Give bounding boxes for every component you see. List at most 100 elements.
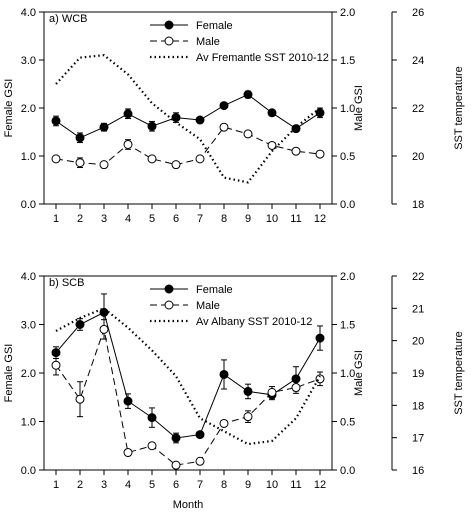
- data-point: [75, 158, 85, 168]
- y-left-tick-label: 3.0: [21, 55, 36, 67]
- x-tick-label: 8: [221, 479, 227, 491]
- legend-marker: [164, 36, 174, 46]
- y-third-tick-label: 24: [412, 55, 424, 67]
- data-point: [219, 369, 229, 379]
- data-point: [315, 108, 325, 118]
- y-right-axis-title: Male GSI: [353, 85, 365, 131]
- data-point: [267, 387, 277, 397]
- data-point: [195, 115, 205, 125]
- y-right-axis-title: Male GSI: [353, 350, 365, 396]
- y-left-axis-title: Female GSI: [3, 79, 15, 138]
- data-point: [219, 418, 229, 428]
- x-tick-label: 1: [53, 479, 59, 491]
- y-third-tick-label: 21: [412, 303, 424, 315]
- data-point: [171, 433, 181, 443]
- x-tick-label: 6: [173, 479, 179, 491]
- data-point: [51, 154, 61, 164]
- x-tick-label: 5: [149, 213, 155, 225]
- data-point: [171, 460, 181, 470]
- y-third-tick-label: 22: [412, 271, 424, 283]
- y-third-tick-label: 16: [412, 465, 424, 477]
- y-right-tick-label: 0.0: [340, 465, 355, 477]
- data-point: [75, 320, 85, 329]
- data-point: [51, 116, 61, 126]
- data-point: [291, 146, 301, 156]
- legend-marker: [164, 284, 174, 294]
- panel-title: b) SCB: [49, 277, 84, 289]
- legend-marker: [164, 300, 174, 310]
- y-third-axis-title: SST temperature: [453, 66, 465, 150]
- data-point: [315, 149, 325, 159]
- y-right-tick-label: 1.0: [340, 368, 355, 380]
- x-tick-label: 11: [290, 213, 301, 225]
- data-point: [267, 140, 277, 150]
- data-point: [123, 448, 133, 458]
- data-point: [147, 441, 157, 451]
- data-point: [75, 394, 85, 404]
- y-right-tick-label: 0.5: [340, 151, 355, 163]
- legend-label: Female: [196, 20, 233, 32]
- data-point: [315, 333, 325, 343]
- x-tick-label: 11: [290, 479, 301, 491]
- data-point: [219, 122, 229, 132]
- x-tick-label: 3: [101, 479, 107, 491]
- y-left-tick-label: 1.0: [21, 417, 36, 429]
- data-point: [243, 412, 253, 422]
- data-point: [51, 360, 61, 370]
- y-third-tick-label: 26: [412, 7, 424, 19]
- x-tick-label: 9: [245, 213, 251, 225]
- data-point: [123, 396, 133, 406]
- x-tick-label: 8: [221, 213, 227, 225]
- x-tick-label: 6: [173, 213, 179, 225]
- x-axis-title: Month: [173, 499, 204, 511]
- legend-label: Av Albany SST 2010-12: [196, 316, 312, 328]
- data-point: [171, 160, 181, 170]
- y-left-tick-label: 4.0: [21, 7, 36, 19]
- x-tick-label: 4: [125, 213, 131, 225]
- legend-label: Av Fremantle SST 2010-12: [196, 52, 329, 64]
- y-right-tick-label: 0.5: [340, 417, 355, 429]
- x-tick-label: 5: [149, 479, 155, 491]
- data-point: [243, 90, 253, 100]
- series-line-0: [55, 311, 321, 439]
- series-line-1: [55, 126, 321, 166]
- data-point: [99, 160, 109, 170]
- x-tick-label: 4: [125, 479, 131, 491]
- data-point: [315, 374, 325, 384]
- x-tick-label: 7: [197, 479, 203, 491]
- data-point: [195, 430, 205, 440]
- legend-marker: [164, 20, 174, 30]
- data-point: [75, 133, 85, 143]
- panel-title: a) WCB: [49, 13, 88, 25]
- legend-label: Female: [196, 284, 233, 296]
- x-tick-label: 2: [77, 479, 83, 491]
- y-right-tick-label: 1.5: [340, 320, 355, 332]
- y-third-tick-label: 20: [412, 151, 424, 163]
- y-third-axis-title: SST temperature: [453, 331, 465, 415]
- x-tick-label: 1: [53, 213, 59, 225]
- series-line-2: [55, 307, 321, 446]
- x-tick-label: 10: [266, 479, 278, 491]
- series-line-1: [55, 327, 321, 466]
- y-third-tick-label: 18: [412, 199, 424, 211]
- y-third-tick-label: 17: [412, 433, 424, 445]
- y-left-tick-label: 0.0: [21, 465, 36, 477]
- series-line-0: [55, 94, 321, 139]
- y-right-tick-label: 0.0: [340, 199, 355, 211]
- legend-label: Male: [196, 36, 220, 48]
- y-left-tick-label: 4.0: [21, 271, 36, 283]
- y-left-tick-label: 2.0: [21, 103, 36, 115]
- legend-label: Male: [196, 300, 220, 312]
- y-third-tick-label: 22: [412, 103, 424, 115]
- x-tick-label: 9: [245, 479, 251, 491]
- y-left-tick-label: 3.0: [21, 320, 36, 332]
- series-line-2: [55, 54, 321, 184]
- data-point: [267, 108, 277, 118]
- x-tick-label: 12: [314, 213, 326, 225]
- y-third-tick-label: 20: [412, 336, 424, 348]
- x-tick-label: 3: [101, 213, 107, 225]
- data-point: [99, 324, 109, 334]
- data-point: [219, 101, 229, 111]
- data-point: [123, 139, 133, 149]
